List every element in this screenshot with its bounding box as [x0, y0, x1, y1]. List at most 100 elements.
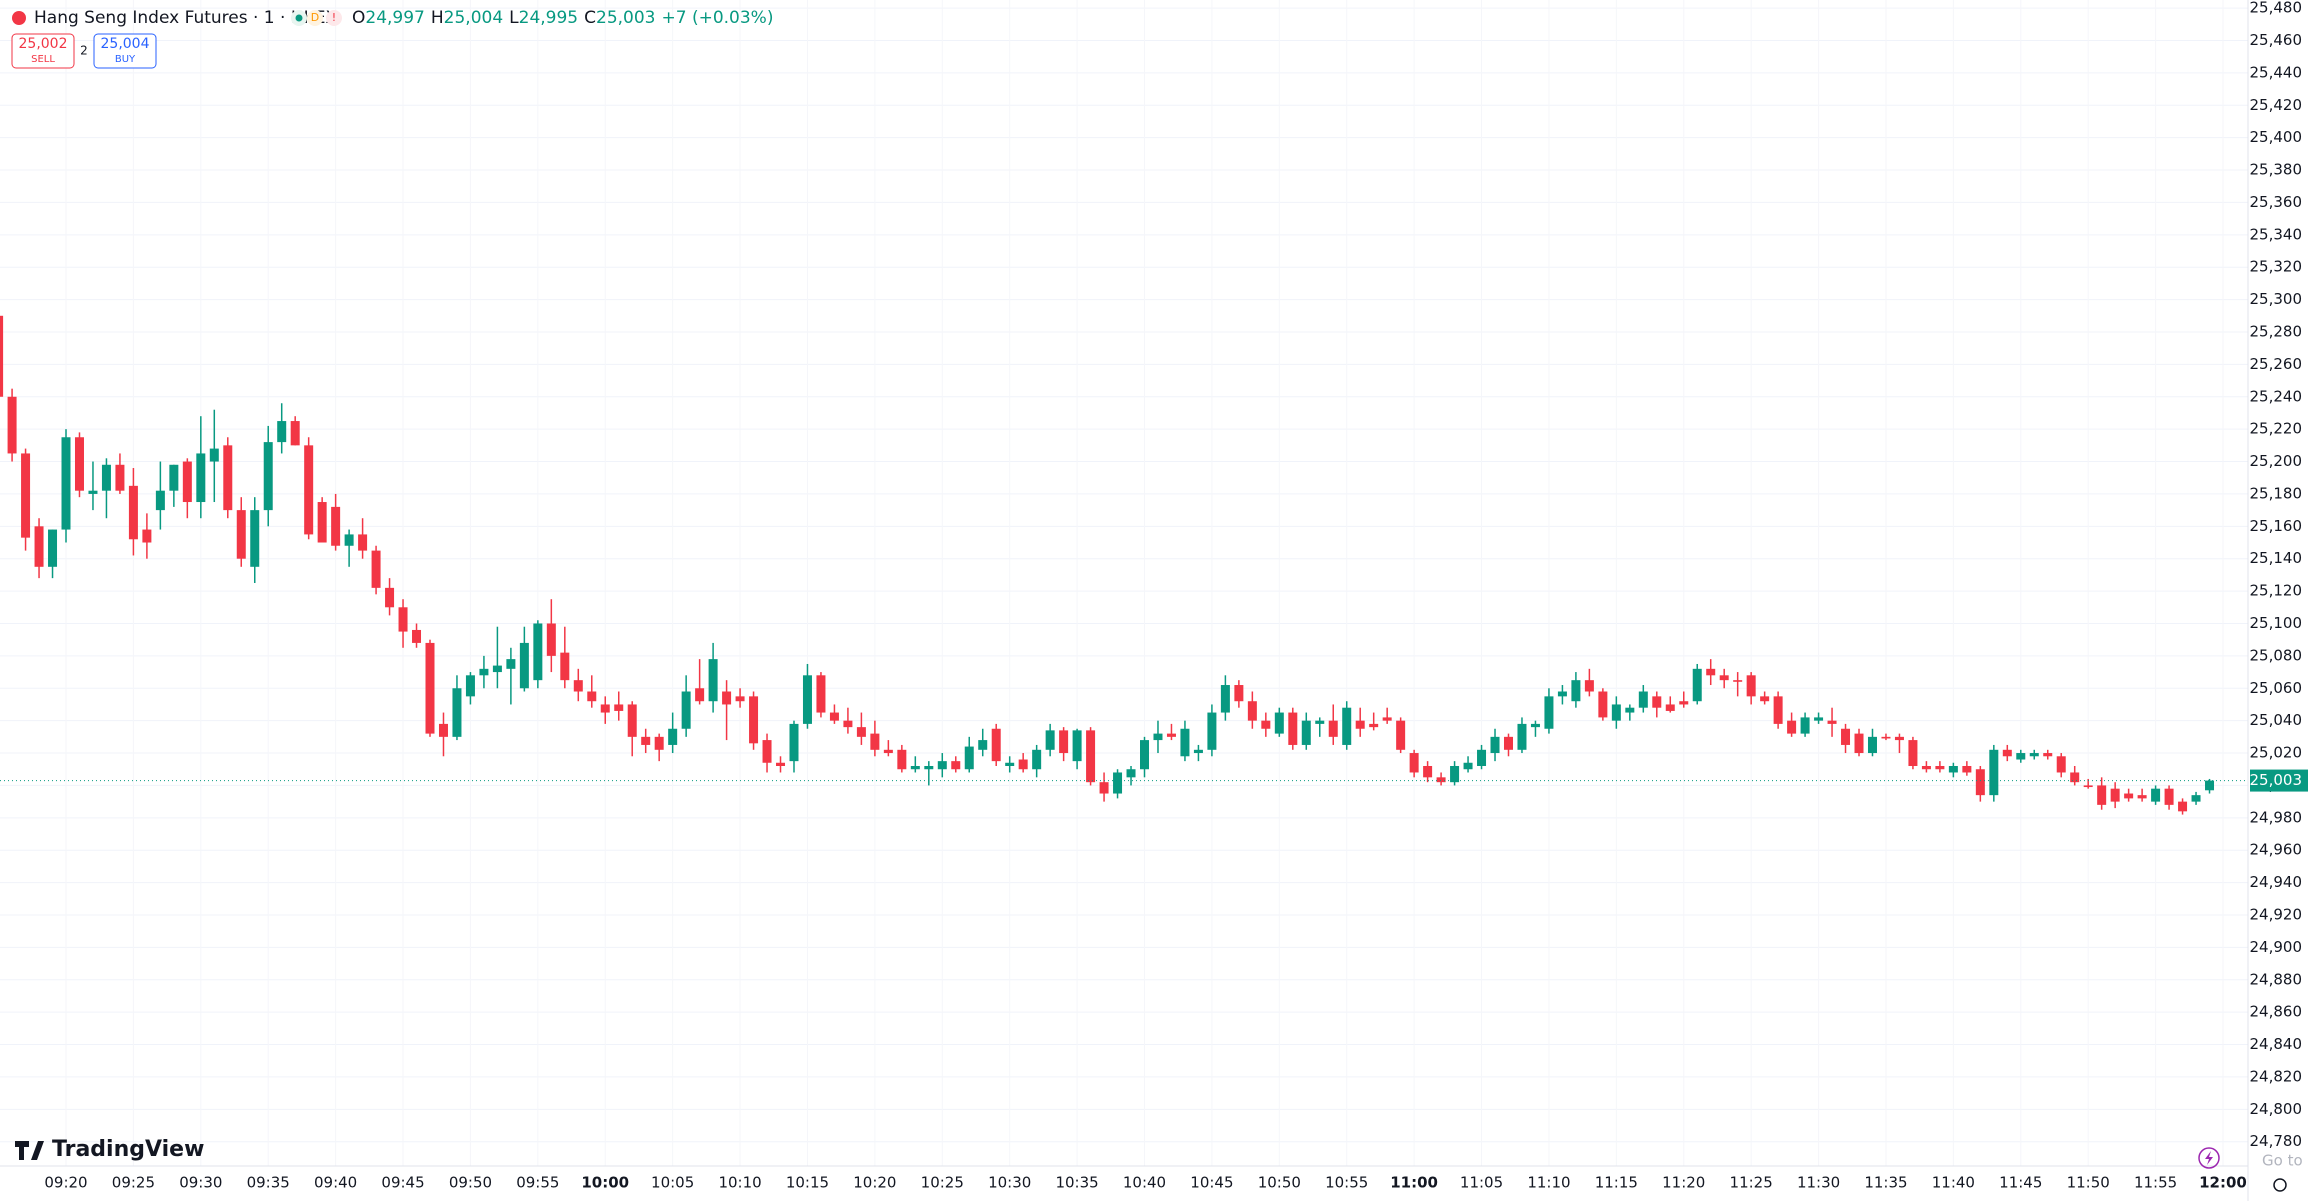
candle-body	[1382, 717, 1392, 721]
candle-body	[1301, 720, 1311, 745]
candle-body	[2191, 795, 2201, 802]
candle-body	[2043, 753, 2053, 757]
ohlc-label: H	[431, 8, 444, 28]
candle-body	[1665, 704, 1675, 711]
candle-body	[1436, 777, 1446, 783]
candle-body	[1598, 691, 1608, 718]
candle-body	[1787, 720, 1797, 734]
y-tick-label: 24,820	[2250, 1067, 2303, 1085]
y-tick-label: 25,260	[2250, 355, 2303, 373]
candle-body	[1760, 696, 1770, 702]
candle-body	[1584, 680, 1594, 692]
buy-price[interactable]: 25,004	[101, 36, 150, 52]
y-tick-label: 25,200	[2250, 452, 2303, 470]
y-tick-label: 24,980	[2250, 808, 2303, 826]
candle-body	[1773, 696, 1783, 724]
candle-body	[1827, 720, 1837, 724]
candle-body	[2110, 788, 2120, 802]
candle-body	[1099, 782, 1109, 794]
x-tick-label: 12:00	[2199, 1174, 2247, 1192]
candle-body	[1342, 707, 1352, 745]
sell-price[interactable]: 25,002	[19, 36, 68, 52]
candle-body	[1692, 668, 1702, 702]
candle-body	[776, 762, 786, 766]
candle-body	[115, 464, 125, 491]
x-tick-label: 09:45	[381, 1174, 424, 1192]
y-tick-label: 24,860	[2250, 1003, 2303, 1021]
candle-body	[668, 728, 678, 745]
candle-body	[128, 485, 138, 540]
y-tick-label: 25,120	[2250, 582, 2303, 600]
y-tick-label: 25,340	[2250, 225, 2303, 243]
candle-body	[1679, 701, 1689, 705]
candle-body	[546, 623, 556, 656]
candle-body	[479, 668, 489, 676]
candle-body	[1962, 765, 1972, 773]
candle-body	[1072, 730, 1082, 762]
x-tick-label: 09:40	[314, 1174, 357, 1192]
badge-text: !	[332, 11, 336, 24]
x-tick-label: 11:15	[1595, 1174, 1638, 1192]
candle-body	[1086, 730, 1096, 783]
candle-body	[223, 445, 233, 511]
candle-body	[2097, 785, 2107, 805]
y-tick-label: 25,300	[2250, 290, 2303, 308]
y-tick-label: 24,960	[2250, 841, 2303, 859]
candle-body	[1867, 736, 1877, 754]
candle-body	[1881, 736, 1891, 739]
candle-body	[2164, 788, 2174, 805]
candle-body	[1180, 728, 1190, 757]
lightning-button[interactable]	[2198, 1147, 2220, 1169]
candle-body	[2029, 753, 2039, 757]
candle-body	[196, 453, 206, 503]
x-tick-label: 10:55	[1325, 1174, 1368, 1192]
candle-body	[331, 506, 341, 546]
candle-body	[169, 464, 179, 491]
candle-body	[1490, 736, 1500, 754]
candle-body	[856, 727, 866, 737]
candle-body	[1126, 769, 1136, 778]
exchange-icon	[12, 11, 26, 25]
candle-body	[1140, 740, 1150, 770]
buy-button[interactable]	[93, 33, 157, 69]
candle-body	[1463, 762, 1473, 770]
candle-body	[1193, 749, 1203, 754]
badge	[326, 10, 342, 26]
candle-body	[654, 736, 664, 750]
y-tick-label: 25,240	[2250, 387, 2303, 405]
badge	[307, 10, 323, 26]
candle-body	[88, 490, 98, 494]
candle-body	[1234, 685, 1244, 702]
candle-body	[1328, 720, 1338, 737]
candle-body	[263, 442, 273, 511]
candle-body	[1625, 707, 1635, 713]
candle-body	[1908, 740, 1918, 766]
buy-label[interactable]: BUY	[115, 54, 136, 65]
candle-body	[1989, 749, 1999, 796]
badge-text: D	[311, 11, 319, 24]
candle-body	[1571, 680, 1581, 702]
candle-body	[465, 675, 475, 697]
y-tick-label: 25,220	[2250, 420, 2303, 438]
candle-body	[506, 659, 516, 669]
candle-body	[142, 529, 152, 543]
x-tick-label: 11:45	[1999, 1174, 2042, 1192]
sell-label[interactable]: SELL	[31, 54, 55, 65]
candle-body	[695, 688, 705, 702]
x-tick-label: 10:30	[988, 1174, 1031, 1192]
axes: 24,780 24,800 24,820 24,840 24,860 24,880 24,9…	[44, 0, 2308, 1192]
candle-body	[1369, 723, 1379, 728]
candle-body	[1503, 736, 1513, 750]
settings-button[interactable]	[2273, 1178, 2287, 1192]
candle-body	[1166, 733, 1176, 737]
ohlc-value: 25,004	[444, 8, 503, 28]
candle-body	[74, 437, 84, 491]
candle-body	[1207, 712, 1217, 750]
x-tick-label: 09:35	[247, 1174, 290, 1192]
sell-button[interactable]	[11, 33, 75, 69]
candle-body	[1005, 762, 1015, 766]
candle-body	[1032, 749, 1042, 770]
candle-body	[978, 740, 988, 750]
candle-body	[991, 728, 1001, 762]
